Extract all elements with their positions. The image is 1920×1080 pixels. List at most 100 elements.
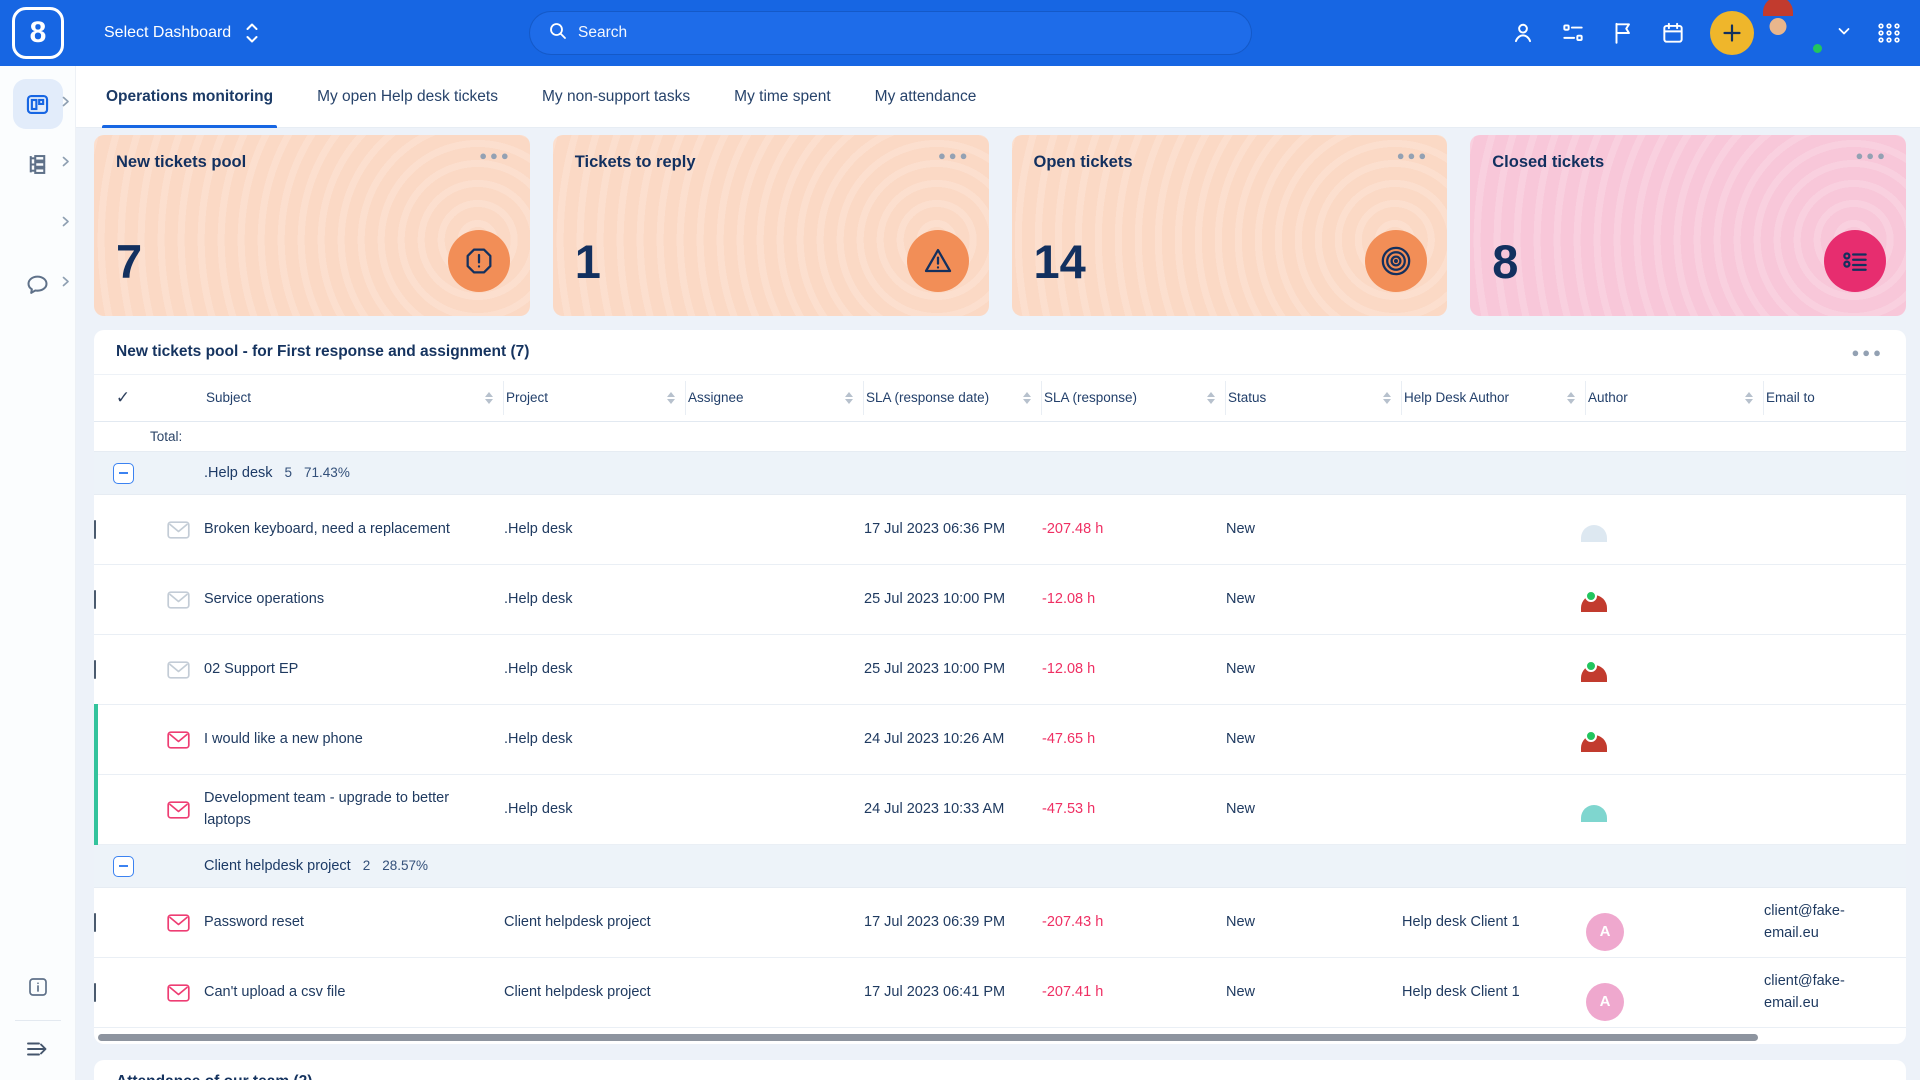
mail-icon[interactable] — [152, 520, 204, 539]
subject-cell[interactable]: 02 Support EP — [204, 660, 299, 677]
table-row: Service operations .Help desk 25 Jul 202… — [94, 565, 1906, 635]
status-cell: New — [1226, 730, 1256, 747]
tickets-table-panel: New tickets pool - for First response an… — [94, 330, 1906, 1044]
stat-card-new-tickets-pool: New tickets pool ●●● 7 — [94, 135, 530, 316]
chevron-right-icon[interactable] — [59, 215, 72, 233]
card-menu-icon[interactable]: ●●● — [479, 148, 512, 163]
online-status-dot — [1585, 729, 1597, 742]
column-header-email-to[interactable]: Email to — [1766, 389, 1815, 405]
user-avatar[interactable] — [1763, 0, 1824, 55]
card-menu-icon[interactable]: ●●● — [1855, 148, 1888, 163]
row-checkbox[interactable] — [94, 982, 96, 1002]
collapse-group-button[interactable] — [112, 462, 134, 484]
user-icon[interactable] — [1510, 20, 1536, 46]
card-menu-icon[interactable]: ●●● — [937, 148, 971, 163]
card-title: New tickets pool — [116, 153, 247, 171]
dashboard-selector-label: Select Dashboard — [104, 24, 232, 41]
add-button[interactable] — [1710, 11, 1754, 55]
card-menu-icon[interactable]: ●●● — [1396, 148, 1430, 163]
online-status-dot — [1585, 659, 1597, 672]
group-count: 5 — [284, 465, 293, 480]
tab-my-attendance[interactable]: My attendance — [874, 87, 977, 105]
select-all-checkbox[interactable]: ✓ — [115, 388, 131, 407]
tab-my-non-support-tasks[interactable]: My non-support tasks — [541, 87, 691, 105]
column-header-assignee[interactable]: Assignee — [686, 381, 864, 415]
tab-my-time-spent[interactable]: My time spent — [734, 87, 831, 105]
sort-arrows-icon — [1745, 392, 1753, 404]
mail-icon[interactable] — [152, 800, 204, 819]
column-header-status[interactable]: Status — [1226, 381, 1402, 415]
row-checkbox[interactable] — [94, 729, 96, 749]
dashboard-icon — [12, 79, 63, 129]
chevron-right-icon[interactable] — [59, 155, 72, 173]
collapse-group-button[interactable] — [112, 855, 134, 877]
column-header-help-desk-author[interactable]: Help Desk Author — [1402, 381, 1586, 415]
search-input[interactable] — [578, 24, 1233, 42]
row-checkbox[interactable] — [94, 519, 96, 539]
column-header-subject[interactable]: Subject — [204, 381, 504, 415]
info-icon[interactable] — [26, 975, 50, 1004]
chat-icon — [13, 259, 63, 309]
group-row-client-helpdesk-project: Client helpdesk project 2 28.57% — [94, 845, 1906, 888]
status-cell: New — [1226, 520, 1256, 537]
mail-icon[interactable] — [152, 913, 204, 932]
subject-cell[interactable]: Development team - upgrade to better lap… — [204, 790, 450, 828]
dashboard-tabs: Operations monitoring My open Help desk t… — [76, 66, 1920, 128]
sidebar-item-dashboards[interactable] — [0, 76, 75, 132]
subject-cell[interactable]: Password reset — [204, 913, 304, 930]
panel-menu-icon[interactable]: ●●● — [1851, 344, 1884, 360]
online-status-dot — [1811, 42, 1824, 55]
mail-icon[interactable] — [152, 590, 204, 609]
group-name: Client helpdesk project — [204, 858, 351, 874]
column-header-sla-response-date[interactable]: SLA (response date) — [864, 381, 1042, 415]
project-cell: .Help desk — [504, 800, 573, 817]
subject-cell[interactable]: I would like a new phone — [204, 730, 363, 747]
subject-cell[interactable]: Service operations — [204, 590, 325, 607]
table-total-row: Total: — [94, 422, 1906, 452]
subject-cell[interactable]: Can't upload a csv file — [204, 983, 346, 1000]
scrollbar-thumb[interactable] — [98, 1034, 1758, 1041]
sidebar-item-more[interactable] — [0, 196, 75, 252]
column-header-sla-response[interactable]: SLA (response) — [1042, 381, 1226, 415]
sla-response-cell: -207.48 h — [1042, 520, 1104, 537]
row-checkbox[interactable] — [94, 589, 96, 609]
mail-icon[interactable] — [152, 730, 204, 749]
calendar-icon[interactable] — [1660, 20, 1686, 46]
flag-icon[interactable] — [1610, 20, 1636, 46]
row-checkbox[interactable] — [94, 912, 96, 932]
subject-cell[interactable]: Broken keyboard, need a replacement — [204, 520, 450, 537]
sidebar-item-hierarchy[interactable] — [0, 136, 75, 192]
tab-operations-monitoring[interactable]: Operations monitoring — [101, 66, 278, 128]
sidebar-item-chat[interactable] — [0, 256, 75, 312]
table-row: I would like a new phone .Help desk 24 J… — [94, 704, 1906, 775]
row-checkbox[interactable] — [94, 799, 96, 819]
caret-down-icon[interactable] — [1836, 23, 1852, 44]
chevron-right-icon[interactable] — [59, 275, 72, 293]
table-row: 02 Support EP .Help desk 25 Jul 2023 10:… — [94, 635, 1906, 705]
tasks-icon[interactable] — [1560, 20, 1586, 46]
mail-icon[interactable] — [152, 983, 204, 1002]
chevron-right-icon[interactable] — [59, 95, 72, 113]
alert-triangle-icon — [906, 230, 969, 292]
dashboard-selector[interactable]: Select Dashboard — [104, 22, 259, 44]
stat-card-open-tickets: Open tickets ●●● 14 — [1011, 135, 1448, 316]
panel-menu-icon[interactable]: ●●● — [1851, 1076, 1884, 1080]
author-avatar[interactable]: A — [1586, 982, 1764, 1021]
project-cell: .Help desk — [504, 730, 573, 747]
column-header-project[interactable]: Project — [504, 381, 686, 415]
select-arrows-icon — [245, 22, 259, 44]
search-bar[interactable] — [529, 11, 1252, 55]
sort-arrows-icon — [1567, 392, 1575, 404]
help-desk-author-cell: Help desk Client 1 — [1402, 983, 1520, 1000]
app-logo[interactable]: 8 — [12, 7, 64, 59]
mail-icon[interactable] — [152, 660, 204, 679]
expand-sidebar-icon[interactable] — [24, 1037, 52, 1066]
tab-my-open-help-desk-tickets[interactable]: My open Help desk tickets — [317, 87, 498, 105]
author-avatar[interactable]: A — [1586, 912, 1764, 951]
row-checkbox[interactable] — [94, 659, 96, 679]
apps-grid-icon[interactable] — [1876, 20, 1902, 46]
column-header-author[interactable]: Author — [1586, 381, 1764, 415]
help-desk-author-cell: Help desk Client 1 — [1402, 913, 1520, 930]
project-cell: .Help desk — [504, 660, 573, 677]
card-title: Closed tickets — [1492, 153, 1605, 171]
